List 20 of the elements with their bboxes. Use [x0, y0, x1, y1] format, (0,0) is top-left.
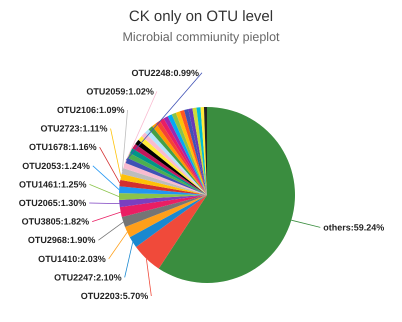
slice-label: OTU1410:2.03%: [38, 254, 106, 264]
slice-label: OTU2065:1.30%: [18, 198, 86, 208]
slice-label: OTU2053:1.24%: [22, 160, 90, 171]
slice-label: OTU2248:0.99%: [131, 68, 199, 78]
pie-slice: [192, 108, 207, 195]
slice-label: others:59.24%: [323, 222, 384, 232]
slice-label: OTU2106:1.09%: [56, 105, 125, 115]
slice-label: OTU2059:1.02%: [86, 86, 154, 96]
slice-label: OTU1678:1.16%: [29, 142, 97, 152]
pie-slice: [188, 108, 207, 195]
slice-label: OTU2723:1.11%: [40, 124, 108, 134]
pie-slice: [184, 109, 207, 195]
slice-label: OTU2968:1.90%: [28, 235, 96, 246]
slice-label: OTU2203:5.70%: [80, 291, 148, 301]
slice-label: OTU2247:2.10%: [54, 272, 122, 282]
chart-subtitle: Microbial commiunity pieplot: [122, 30, 280, 44]
chart-title: CK only on OTU level: [128, 8, 274, 25]
slice-label: OTU3805:1.82%: [22, 216, 90, 227]
slice-label: OTU1461:1.25%: [18, 179, 86, 190]
pie-slice: [196, 107, 207, 195]
